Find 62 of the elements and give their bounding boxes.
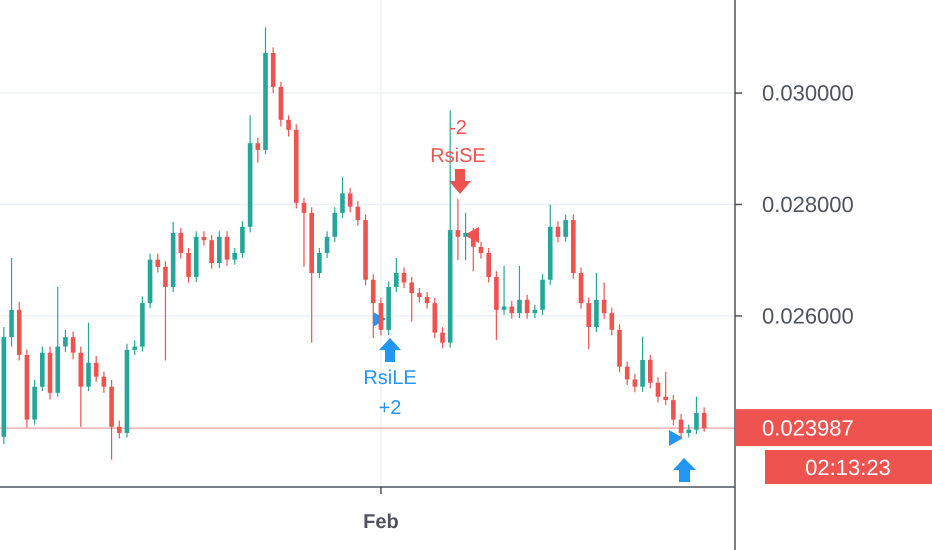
candlestick — [509, 300, 514, 320]
candlestick — [632, 373, 638, 393]
y-tick-label: 0.028000 — [762, 192, 854, 217]
candlestick — [86, 322, 91, 392]
candlestick — [656, 376, 660, 403]
candlestick — [132, 340, 137, 356]
annotation: +2 — [378, 397, 402, 419]
candlestick — [694, 396, 699, 435]
candlestick — [286, 114, 291, 138]
candlestick — [70, 330, 76, 360]
candlestick — [317, 247, 322, 279]
candlestick — [517, 265, 522, 319]
candlestick — [178, 227, 184, 260]
candlestick — [232, 247, 238, 266]
candlestick — [332, 206, 338, 242]
candlestick — [563, 214, 568, 242]
candlestick — [255, 137, 260, 164]
candlestick — [470, 227, 476, 272]
candlestick — [602, 282, 606, 320]
candlestick — [324, 230, 330, 259]
candlestick — [102, 371, 106, 394]
candlestick — [424, 291, 430, 310]
candlestick — [155, 252, 160, 274]
candlestick — [678, 413, 684, 440]
candlestick — [456, 198, 460, 261]
candlestick — [463, 212, 468, 261]
candlestick — [348, 187, 352, 213]
candlestick — [94, 355, 99, 382]
candlestick — [370, 274, 376, 339]
candlestick — [702, 406, 706, 432]
candlestick — [163, 260, 168, 362]
candlestick — [63, 329, 68, 353]
candlestick — [586, 296, 592, 350]
candlestick — [340, 176, 345, 218]
candlestick — [302, 197, 306, 268]
candlestick — [648, 354, 653, 389]
candlestick — [556, 220, 560, 243]
candlestick — [524, 294, 530, 320]
candlestick — [402, 266, 406, 289]
annotation: RsiLE — [363, 367, 417, 389]
candlestick — [409, 276, 414, 322]
candlestick — [209, 234, 214, 270]
candlestick — [417, 287, 422, 304]
candlestick — [394, 257, 399, 293]
candlestick — [624, 361, 630, 386]
candlestick — [663, 371, 668, 406]
candlestick — [671, 394, 676, 426]
candlestick — [116, 420, 122, 440]
y-tick-label: 0.030000 — [762, 80, 854, 106]
y-tick-label: 0.026000 — [762, 303, 854, 328]
candlestick — [186, 247, 191, 284]
candlestick — [502, 265, 506, 316]
ref-line-label: 0.023987 — [762, 416, 854, 441]
candlestick — [356, 200, 360, 226]
candlestick — [486, 247, 491, 284]
text: 02:13:23 — [805, 455, 891, 480]
candlestick — [478, 241, 484, 260]
candlestick — [440, 326, 445, 349]
candlestick — [609, 306, 614, 336]
candlestick — [224, 230, 230, 266]
candlestick — [686, 424, 692, 438]
x-tick-label: Feb — [363, 511, 399, 533]
